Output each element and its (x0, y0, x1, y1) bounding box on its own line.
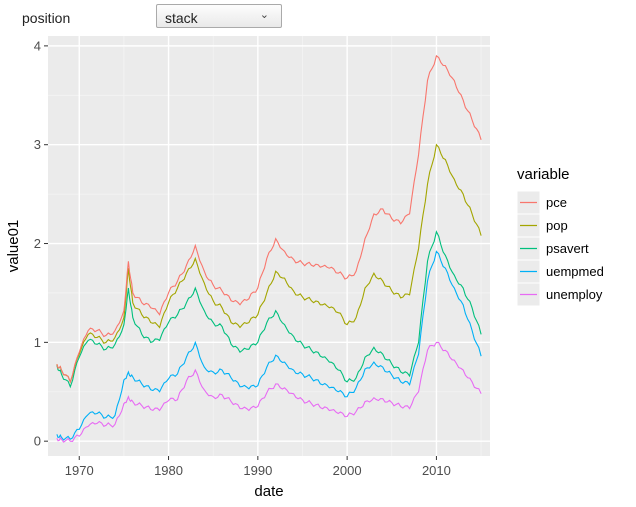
series-line-pop (56, 143, 482, 384)
position-select[interactable]: stack ⌄ (156, 4, 282, 28)
chevron-down-icon: ⌄ (259, 9, 269, 21)
legend-label-uempmed: uempmed (546, 264, 604, 279)
y-tick-label: 0 (34, 434, 41, 449)
x-tick-label: 1980 (154, 463, 183, 478)
position-label: position (22, 10, 71, 26)
x-tick-label: 2000 (333, 463, 362, 478)
series-line-pce (56, 54, 482, 384)
x-axis-title: date (254, 483, 283, 500)
legend-label-pce: pce (546, 195, 567, 210)
legend-label-pop: pop (546, 218, 568, 233)
x-tick-label: 1990 (243, 463, 272, 478)
y-tick-label: 3 (34, 137, 41, 152)
legend: variable pce pop psavert uempmed unemploy (516, 166, 604, 307)
y-tick-label: 1 (34, 335, 41, 350)
y-tick-label: 2 (34, 236, 41, 251)
legend-label-psavert: psavert (546, 241, 589, 256)
legend-label-unemploy: unemploy (546, 287, 603, 302)
legend-title: variable (517, 166, 570, 183)
x-tick-label: 1970 (65, 463, 94, 478)
series-line-psavert (56, 230, 482, 389)
y-tick-label: 4 (34, 38, 41, 53)
position-select-value: stack (165, 10, 198, 26)
plot-panel (48, 36, 490, 456)
x-tick-label: 2010 (422, 463, 451, 478)
series-line-unemploy (56, 341, 482, 443)
series-line-uempmed (56, 250, 482, 441)
y-axis-title: value01 (5, 220, 22, 273)
